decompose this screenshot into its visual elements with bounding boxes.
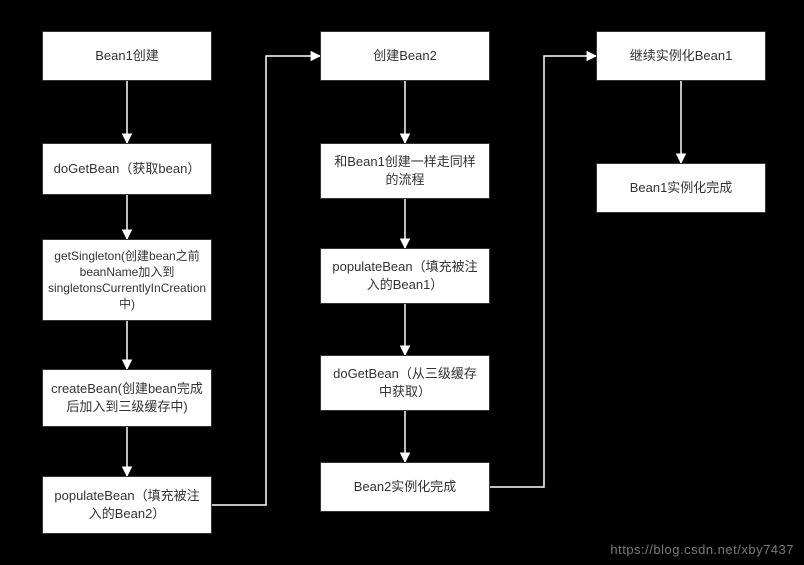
bean1-instance-done: Bean1实例化完成: [596, 163, 766, 213]
edge: [490, 56, 596, 487]
continue-instance-bean1: 继续实例化Bean1: [596, 31, 766, 81]
do-get-bean: doGetBean（获取bean）: [42, 143, 212, 195]
get-singleton: getSingleton(创建bean之前beanName加入到singleto…: [42, 239, 212, 321]
bean1-same-flow: 和Bean1创建一样走同样的流程: [320, 143, 490, 199]
watermark-text: https://blog.csdn.net/xby7437: [610, 542, 794, 557]
populate-bean1: populateBean（填充被注入的Bean1）: [320, 248, 490, 304]
bean1-create: Bean1创建: [42, 31, 212, 81]
flowchart-canvas: Bean1创建 doGetBean（获取bean） getSingleton(创建b…: [0, 0, 804, 565]
populate-bean2: populateBean（填充被注入的Bean2）: [42, 476, 212, 534]
edge: [212, 56, 320, 505]
bean2-instance-done: Bean2实例化完成: [320, 462, 490, 512]
create-bean2: 创建Bean2: [320, 31, 490, 81]
do-get-bean-cache: doGetBean（从三级缓存中获取）: [320, 355, 490, 411]
create-bean: createBean(创建bean完成后加入到三级缓存中): [42, 369, 212, 427]
